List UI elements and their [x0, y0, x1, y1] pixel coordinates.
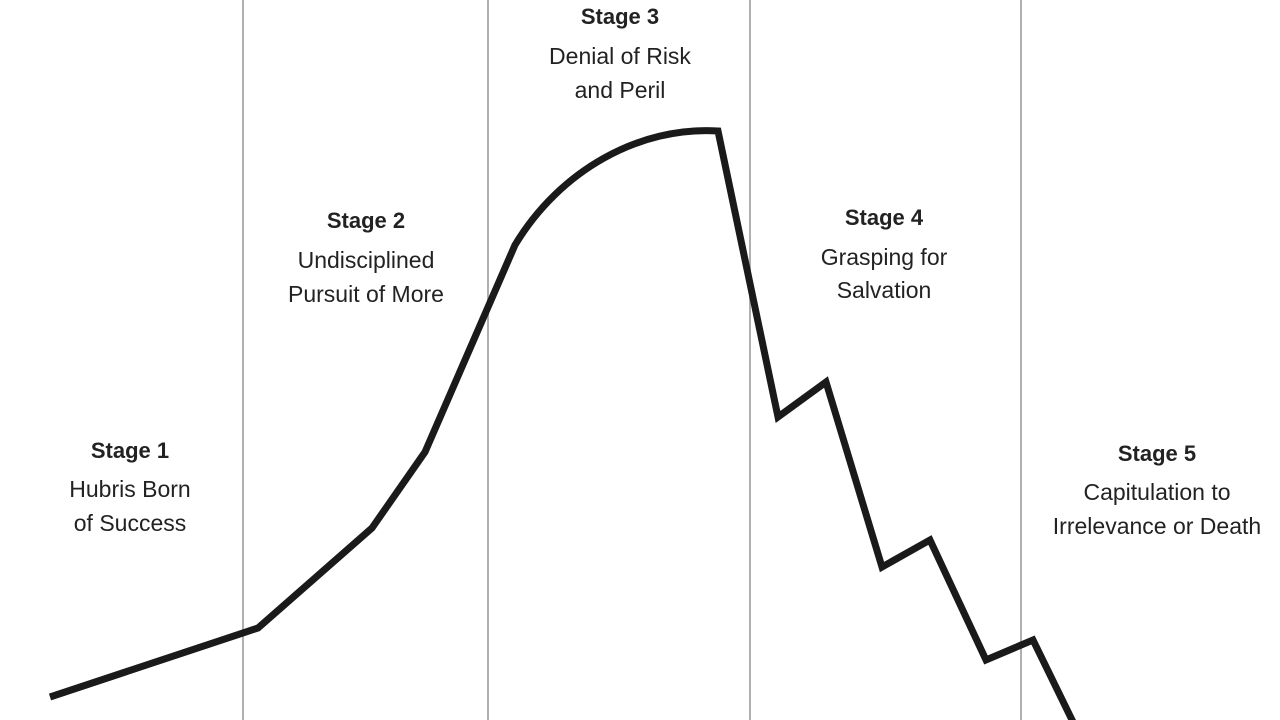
stage-title: Stage 3 — [581, 4, 659, 29]
stage-title: Stage 5 — [1118, 441, 1196, 466]
stage-description: Denial of Risk — [549, 43, 691, 69]
stage-description: Irrelevance or Death — [1053, 513, 1261, 539]
stage-description: Undisciplined — [298, 247, 435, 273]
stage-description: Hubris Born — [69, 476, 190, 502]
stage-title: Stage 4 — [845, 205, 924, 230]
stage-description: Salvation — [837, 277, 932, 303]
stage-description: Pursuit of More — [288, 281, 444, 307]
stage-description: Grasping for — [821, 244, 948, 270]
stage-description: of Success — [74, 510, 187, 536]
decline-curve — [48, 127, 1076, 720]
stage-description: Capitulation to — [1083, 479, 1230, 505]
stage-title: Stage 2 — [327, 208, 405, 233]
stage-description: and Peril — [575, 77, 666, 103]
stage-title: Stage 1 — [91, 438, 169, 463]
